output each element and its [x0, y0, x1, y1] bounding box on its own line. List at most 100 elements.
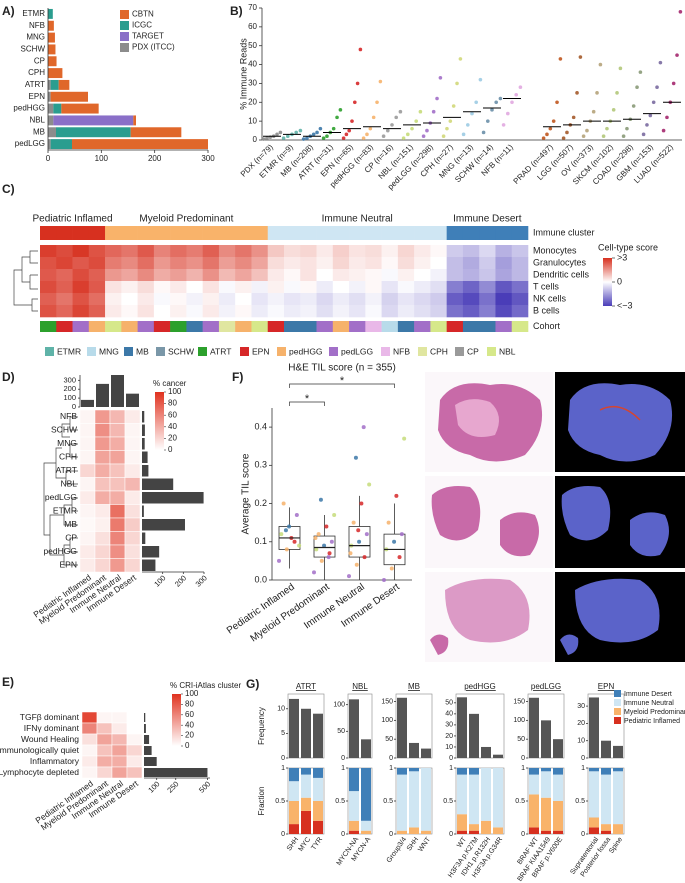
heat-cell: [235, 281, 252, 294]
legend-label: TARGET: [132, 32, 164, 41]
heat-cell: [397, 281, 415, 294]
cohort-cell: [365, 321, 382, 332]
row-label: Inflammatory: [30, 756, 80, 766]
cluster-cell: [267, 226, 285, 240]
data-point: [329, 539, 334, 544]
heat-cell: [40, 281, 57, 294]
heat-cell: [365, 305, 382, 318]
cluster-label: Pediatric Inflamed: [33, 214, 113, 225]
heat-cell: [124, 463, 141, 478]
panel-label: D): [2, 370, 15, 384]
data-point: [347, 574, 351, 579]
bar: [349, 699, 359, 758]
bar-segment: [481, 820, 491, 834]
bar-segment: [469, 768, 479, 775]
data-point: [466, 123, 470, 127]
marginal-bar: [144, 746, 152, 755]
panel-label: A): [2, 4, 15, 18]
cluster-cell: [72, 226, 90, 240]
y-tick-label: NFB: [29, 21, 45, 30]
bar-segment: [589, 827, 599, 834]
data-point: [294, 130, 299, 135]
heat-cell: [218, 245, 236, 258]
heat-cell: [186, 305, 203, 318]
x-tick-label: 100: [95, 154, 109, 163]
bar-segment: [48, 20, 54, 31]
bar: [313, 713, 323, 758]
heat-cell: [56, 257, 73, 270]
data-point: [565, 130, 569, 135]
heat-cell: [349, 245, 366, 258]
heat-cell: [267, 269, 285, 282]
heat-cell: [79, 450, 96, 465]
cluster-cell: [495, 226, 513, 240]
data-point: [315, 130, 319, 135]
heat-cell: [109, 544, 126, 559]
colorbar-label: 40: [185, 720, 194, 729]
heat-cell: [381, 269, 399, 282]
cohort-cell: [56, 321, 73, 332]
y-tick-label: 10: [445, 744, 453, 751]
data-point: [313, 535, 318, 540]
heat-cell: [462, 269, 480, 282]
heat-cell: [495, 257, 513, 270]
legend-label: ATRT: [210, 346, 231, 356]
heat-cell: [381, 245, 399, 258]
data-point: [658, 60, 663, 65]
cluster-cell: [251, 226, 269, 240]
legend-swatch: [87, 347, 96, 356]
legend-label: ICGC: [132, 21, 152, 30]
heat-cell: [109, 558, 126, 573]
data-point: [398, 109, 403, 114]
heat-cell: [88, 293, 106, 306]
heat-cell: [397, 245, 415, 258]
bar-segment: [361, 830, 371, 834]
row-label: B cells: [533, 305, 560, 315]
heat-cell: [170, 257, 187, 270]
bar: [493, 754, 503, 758]
data-point: [481, 130, 486, 135]
data-point: [287, 524, 292, 529]
heat-cell: [94, 558, 111, 573]
legend-label: EPN: [252, 346, 269, 356]
data-point: [294, 513, 299, 518]
bar-segment: [457, 774, 467, 815]
heat-cell: [202, 281, 220, 294]
bar-segment: [529, 774, 539, 795]
heat-cell: [109, 517, 126, 532]
heat-cell: [121, 281, 138, 294]
group-title: MB: [408, 682, 420, 691]
data-point: [350, 119, 354, 123]
heat-cell: [137, 305, 155, 318]
data-point: [445, 126, 449, 131]
heat-cell: [430, 305, 447, 318]
heat-cell: [109, 477, 126, 492]
y-tick-label: 100: [381, 717, 393, 724]
marginal-bar: [142, 438, 145, 450]
heat-cell: [218, 293, 236, 306]
data-point: [591, 109, 596, 114]
y-tick-label: 1: [521, 765, 525, 772]
row-label: NK cells: [533, 293, 567, 303]
marginal-bar: [142, 492, 204, 504]
cohort-cell: [332, 321, 350, 332]
heat-cell: [170, 305, 187, 318]
cluster-cell: [300, 226, 317, 240]
heat-cell: [40, 293, 57, 306]
legend-swatch: [120, 10, 129, 19]
marginal-bar: [144, 713, 146, 722]
data-point: [551, 119, 556, 123]
heat-cell: [495, 305, 513, 318]
heat-cell: [397, 269, 415, 282]
row-label: ATRT: [56, 465, 77, 475]
marginal-bar: [142, 559, 156, 571]
bar-segment: [553, 801, 563, 831]
heat-cell: [105, 293, 122, 306]
heat-cell: [79, 436, 96, 451]
heat-cell: [94, 450, 111, 465]
y-tick-label: 0: [341, 831, 345, 838]
bar-segment: [301, 810, 311, 834]
heat-cell: [81, 744, 98, 757]
bar-segment: [313, 820, 323, 834]
heat-cell: [40, 245, 57, 258]
